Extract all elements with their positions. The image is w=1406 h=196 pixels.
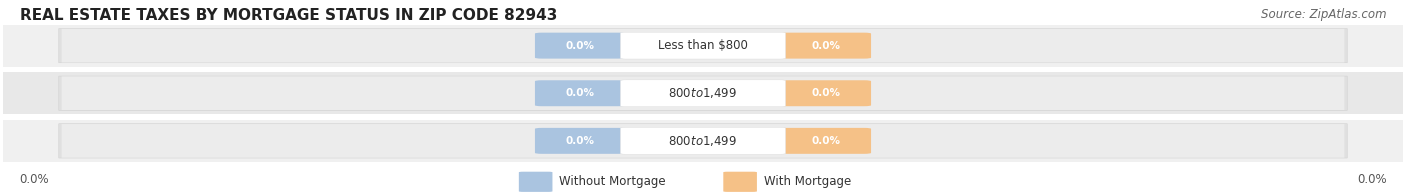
FancyBboxPatch shape [723, 172, 756, 192]
Text: 0.0%: 0.0% [567, 41, 595, 51]
Text: Source: ZipAtlas.com: Source: ZipAtlas.com [1261, 8, 1386, 22]
FancyBboxPatch shape [780, 128, 872, 154]
FancyBboxPatch shape [62, 124, 1344, 158]
FancyBboxPatch shape [534, 80, 626, 106]
FancyBboxPatch shape [59, 124, 1347, 158]
Text: $800 to $1,499: $800 to $1,499 [668, 86, 738, 100]
FancyBboxPatch shape [620, 80, 786, 107]
FancyBboxPatch shape [3, 72, 1403, 114]
Text: REAL ESTATE TAXES BY MORTGAGE STATUS IN ZIP CODE 82943: REAL ESTATE TAXES BY MORTGAGE STATUS IN … [20, 8, 557, 24]
Text: 0.0%: 0.0% [811, 136, 839, 146]
Text: $800 to $1,499: $800 to $1,499 [668, 134, 738, 148]
FancyBboxPatch shape [3, 120, 1403, 162]
Text: 0.0%: 0.0% [567, 88, 595, 98]
FancyBboxPatch shape [780, 80, 872, 106]
Text: 0.0%: 0.0% [567, 136, 595, 146]
Text: 0.0%: 0.0% [811, 41, 839, 51]
Text: With Mortgage: With Mortgage [763, 175, 851, 188]
FancyBboxPatch shape [620, 32, 786, 59]
FancyBboxPatch shape [59, 28, 1347, 63]
Text: 0.0%: 0.0% [1357, 173, 1386, 186]
FancyBboxPatch shape [519, 172, 553, 192]
FancyBboxPatch shape [534, 33, 626, 59]
FancyBboxPatch shape [59, 76, 1347, 110]
FancyBboxPatch shape [620, 127, 786, 154]
Text: Less than $800: Less than $800 [658, 39, 748, 52]
FancyBboxPatch shape [62, 29, 1344, 62]
FancyBboxPatch shape [780, 33, 872, 59]
FancyBboxPatch shape [62, 76, 1344, 110]
Text: 0.0%: 0.0% [20, 173, 49, 186]
FancyBboxPatch shape [3, 25, 1403, 67]
Text: Without Mortgage: Without Mortgage [560, 175, 666, 188]
Text: 0.0%: 0.0% [811, 88, 839, 98]
FancyBboxPatch shape [534, 128, 626, 154]
